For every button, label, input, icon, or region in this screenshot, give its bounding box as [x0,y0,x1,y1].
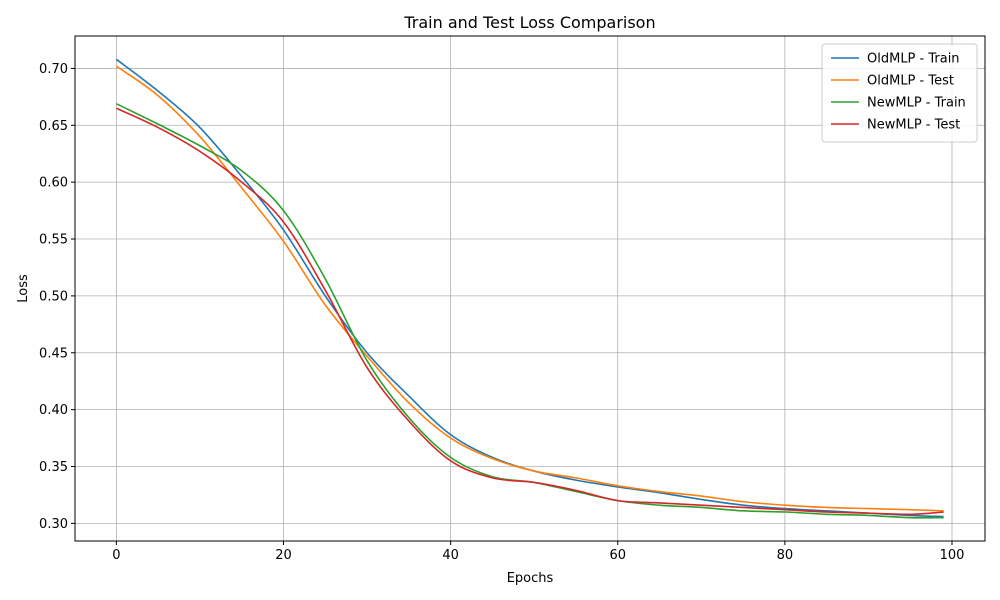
legend-label-4: NewMLP - Test [867,118,960,133]
y-axis-label: Loss [16,274,31,303]
legend-label-2: OldMLP - Test [867,74,954,89]
x-tick-label: 80 [777,548,794,563]
y-tick-label: 0.50 [39,289,68,304]
x-axis-ticks: 0 20 40 60 80 100 [112,541,964,563]
y-tick-label: 0.55 [39,233,68,248]
y-tick-label: 0.60 [39,176,68,191]
x-tick-label: 40 [442,548,459,563]
chart-title: Train and Test Loss Comparison [403,13,655,32]
y-tick-label: 0.65 [39,119,68,134]
y-tick-label: 0.30 [39,517,68,532]
y-tick-label: 0.40 [39,403,68,418]
legend-box [821,43,978,143]
x-tick-label: 0 [112,548,120,563]
x-tick-label: 20 [275,548,292,563]
series-line-4 [116,107,944,516]
x-tick-label: 100 [940,548,965,563]
grid [75,36,985,541]
y-tick-label: 0.45 [39,346,68,361]
legend: OldMLP - Train OldMLP - Test NewMLP - Trai… [821,43,978,143]
y-tick-label: 0.35 [39,460,68,475]
y-tick-label: 0.70 [39,62,68,77]
legend-label-3: NewMLP - Train [867,96,966,111]
x-tick-label: 60 [609,548,626,563]
legend-label-1: OldMLP - Train [867,52,960,67]
axes-frame [74,35,986,542]
y-axis-ticks: 0.30 0.35 0.40 0.45 0.50 0.55 0.60 0.65 0.70 [39,62,75,532]
series-lines [115,58,944,519]
series-line-2 [115,65,944,512]
x-axis-label: Epochs [507,571,554,586]
